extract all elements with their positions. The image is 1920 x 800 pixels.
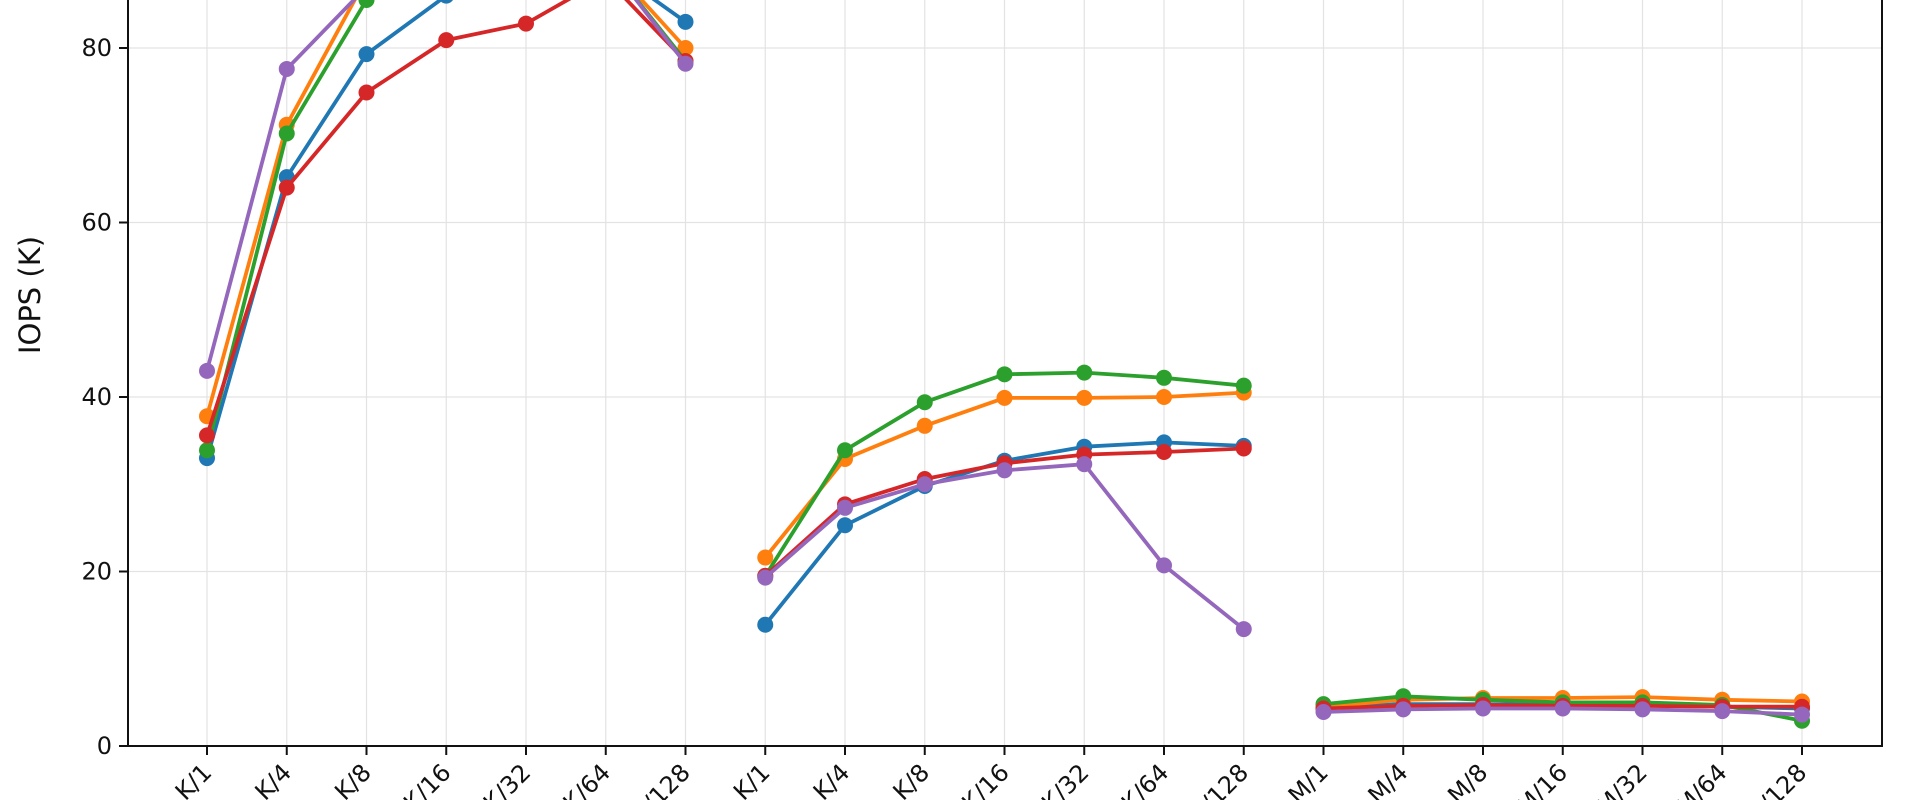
series: [199, 0, 1810, 723]
data-point: [1634, 701, 1651, 718]
data-point: [439, 0, 453, 4]
data-point: [757, 569, 774, 586]
data-point: [358, 46, 375, 63]
data-point: [1315, 703, 1332, 720]
x-tick-label: M/64: [1671, 758, 1733, 800]
x-tick-label: K/128: [1185, 758, 1254, 800]
data-point: [677, 40, 694, 56]
data-point: [757, 616, 774, 633]
data-point: [358, 84, 375, 101]
data-point: [1395, 701, 1412, 718]
data-point: [1235, 377, 1252, 394]
data-point: [1794, 706, 1810, 723]
data-point: [278, 179, 295, 196]
data-point: [1156, 369, 1172, 386]
x-tick-label: K/64: [558, 758, 616, 800]
data-point: [837, 517, 853, 534]
x-tick-label: M/128: [1740, 758, 1813, 800]
data-point: [837, 442, 853, 459]
x-tick-label: M/1: [1283, 758, 1334, 800]
x-tick-label: M/16: [1511, 758, 1573, 800]
y-axis-title: IOPS (K): [13, 236, 47, 354]
x-tick-label: K/4: [250, 758, 297, 800]
x-axis: K/1 K/4 K/8 K/16 K/32 K/64 K/128 K/1 K/4 K/8 K/16 K…: [170, 746, 1812, 800]
y-axis: 0 20 40 60 80: [81, 34, 128, 760]
x-tick-label: K/8: [329, 758, 376, 800]
data-point: [1076, 389, 1093, 406]
data-point: [1156, 557, 1172, 574]
x-tick-label: K/32: [1036, 758, 1094, 800]
data-point: [996, 366, 1013, 383]
data-point: [1235, 440, 1252, 457]
data-point: [677, 13, 694, 30]
data-point: [199, 362, 215, 379]
x-tick-label: K/4: [808, 758, 855, 800]
data-point: [996, 389, 1013, 406]
y-tick-label: 60: [81, 209, 112, 237]
y-tick-label: 0: [97, 732, 112, 760]
x-tick-label: K/1: [728, 758, 775, 800]
data-point: [916, 417, 933, 434]
data-point: [1156, 389, 1172, 405]
data-point: [1235, 621, 1252, 638]
data-point: [1076, 364, 1093, 381]
x-tick-label: M/4: [1363, 758, 1414, 800]
x-tick-label: K/8: [888, 758, 935, 800]
data-point: [358, 0, 375, 9]
y-tick-label: 20: [81, 558, 112, 586]
data-point: [1714, 703, 1731, 720]
data-point: [1554, 700, 1571, 717]
data-point: [278, 125, 295, 142]
data-point: [1156, 443, 1172, 460]
data-point: [518, 15, 534, 32]
data-point: [996, 462, 1013, 479]
x-tick-label: K/128: [627, 758, 696, 800]
x-tick-label: M/32: [1591, 758, 1653, 800]
data-point: [1076, 456, 1093, 473]
series-layer: [199, 0, 1810, 729]
x-tick-label: K/16: [398, 758, 456, 800]
data-point: [837, 499, 853, 516]
data-point: [278, 60, 295, 77]
x-tick-label: K/64: [1116, 758, 1174, 800]
data-point: [757, 549, 774, 566]
data-point: [438, 32, 455, 49]
y-tick-label: 40: [81, 383, 112, 411]
x-tick-label: M/8: [1442, 758, 1493, 800]
data-point: [1475, 700, 1491, 717]
x-tick-label: K/16: [956, 758, 1014, 800]
data-point: [677, 55, 694, 72]
data-point: [199, 427, 215, 444]
y-tick-label: 80: [81, 34, 112, 62]
data-point: [916, 476, 933, 493]
x-tick-label: K/32: [478, 758, 536, 800]
x-tick-label: K/1: [170, 758, 217, 800]
data-point: [199, 442, 215, 459]
data-point: [916, 394, 933, 411]
